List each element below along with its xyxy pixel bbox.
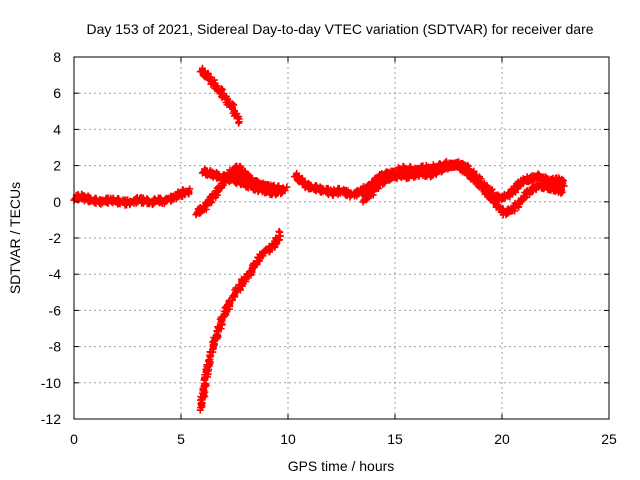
x-tick-label: 5 [177, 431, 185, 447]
x-tick-label: 25 [601, 431, 617, 447]
grid [74, 57, 609, 419]
data-point [275, 227, 283, 235]
x-axis-label: GPS time / hours [288, 458, 395, 474]
y-tick-label: 6 [53, 85, 61, 101]
data-point [276, 187, 284, 195]
y-tick-label: -12 [41, 411, 61, 427]
series-arc-5 [196, 227, 284, 414]
data-point [235, 119, 243, 127]
data-point [475, 180, 483, 188]
y-axis-label: SDTVAR / TECUs [7, 182, 23, 294]
chart-title: Day 153 of 2021, Sidereal Day-to-day VTE… [86, 21, 593, 37]
data-marks [70, 64, 568, 414]
y-tick-label: -8 [49, 339, 62, 355]
data-point [238, 281, 246, 289]
data-point [217, 325, 225, 333]
y-tick-label: -10 [41, 375, 61, 391]
data-point [486, 195, 494, 203]
data-point [283, 183, 291, 191]
data-point [558, 178, 566, 186]
series-arc-8 [231, 162, 284, 195]
y-tick-label: -2 [49, 230, 62, 246]
x-tick-label: 10 [280, 431, 296, 447]
y-tick-label: -4 [49, 266, 62, 282]
y-tick-label: 8 [53, 49, 61, 65]
data-point [199, 387, 207, 395]
data-point [235, 166, 243, 174]
data-point [557, 187, 565, 195]
data-point [295, 173, 303, 181]
y-tick-label: 2 [53, 158, 61, 174]
data-point [274, 183, 282, 191]
series-arc-1 [70, 185, 194, 209]
data-point [226, 172, 234, 180]
series-arc-7 [359, 159, 566, 219]
data-point [234, 114, 242, 122]
data-point [200, 68, 208, 76]
y-tick-label: 0 [53, 194, 61, 210]
series-arc-4 [196, 64, 243, 127]
x-tick-label: 20 [494, 431, 510, 447]
x-tick-label: 15 [387, 431, 403, 447]
axis-ticks: 0 5 10 15 20 25 -12 -10 -8 -6 -4 -2 0 2 4 6 8 [41, 49, 617, 447]
data-point [185, 189, 193, 197]
x-tick-label: 0 [70, 431, 78, 447]
y-tick-label: 4 [53, 121, 61, 137]
y-tick-label: -6 [49, 302, 62, 318]
